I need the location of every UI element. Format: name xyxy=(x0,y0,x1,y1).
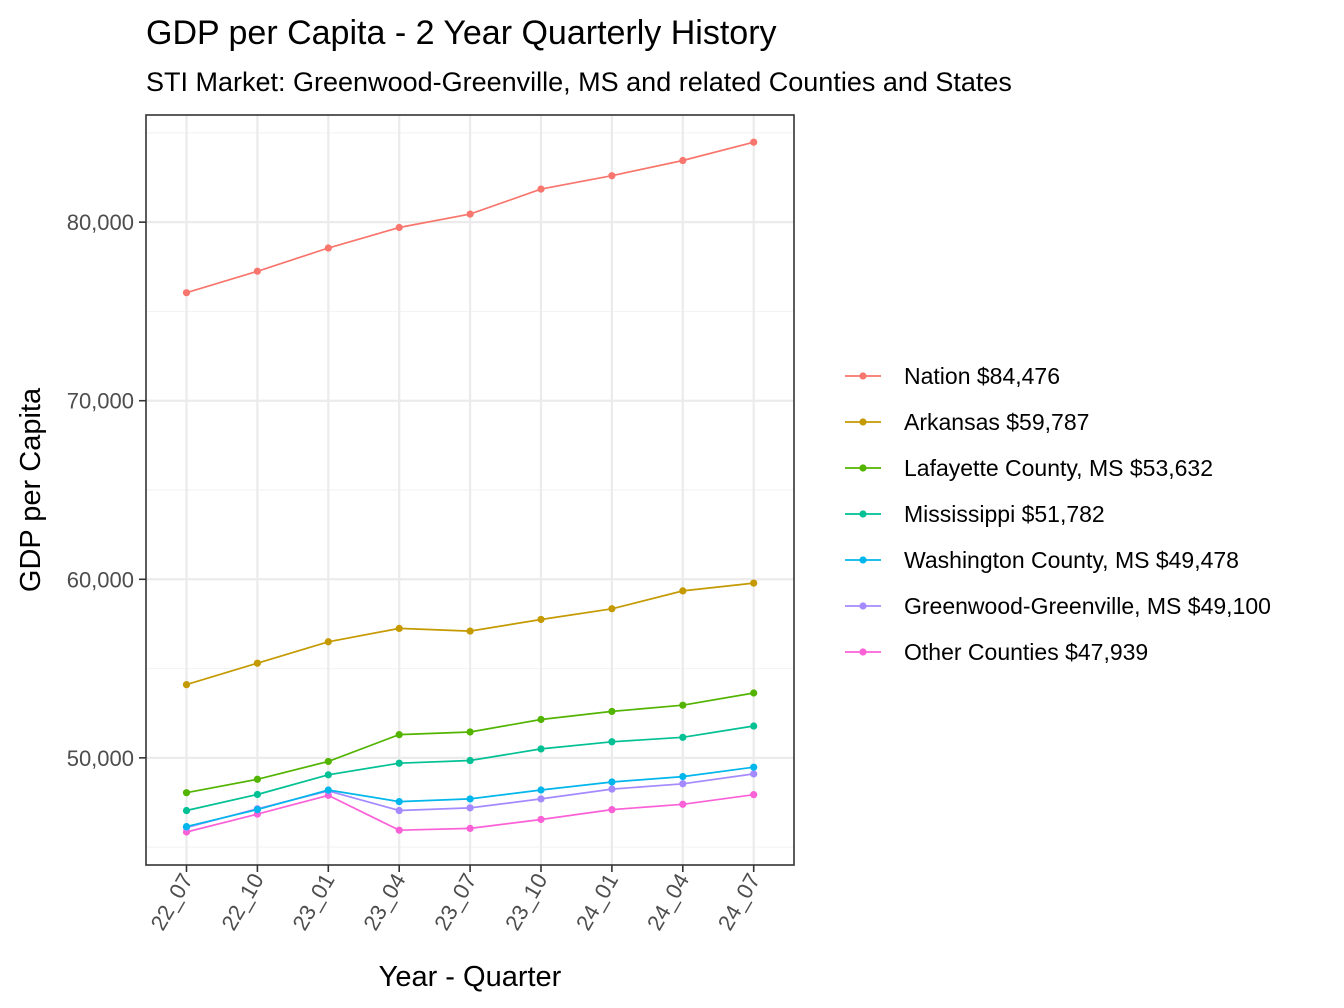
data-point xyxy=(395,223,403,232)
series-group xyxy=(182,579,758,689)
series-group xyxy=(182,138,758,297)
data-point xyxy=(750,791,758,799)
chart-subtitle: STI Market: Greenwood-Greenville, MS and… xyxy=(146,67,1012,97)
data-point xyxy=(182,823,191,831)
series-group xyxy=(182,689,758,797)
y-axis: 50,000 60,000 70,000 80,000 xyxy=(67,210,146,771)
legend-label: Arkansas $59,787 xyxy=(904,409,1089,435)
data-point xyxy=(537,795,545,803)
data-point xyxy=(324,244,332,252)
legend-label: Other Counties $47,939 xyxy=(904,639,1148,665)
data-point xyxy=(324,771,332,779)
legend-key-point xyxy=(859,648,867,656)
data-point xyxy=(608,778,616,786)
data-point xyxy=(253,806,261,814)
y-tick-label: 60,000 xyxy=(67,567,134,592)
legend-item: Arkansas $59,787 xyxy=(845,409,1089,435)
data-point xyxy=(679,733,687,741)
data-point xyxy=(608,172,616,180)
data-point xyxy=(253,790,261,799)
x-axis-label: Year - Quarter xyxy=(379,961,562,993)
legend-key-point xyxy=(859,418,867,426)
series-group xyxy=(182,763,758,831)
legend-key-point xyxy=(859,602,867,610)
legend-label: Mississippi $51,782 xyxy=(904,501,1105,527)
y-tick-label: 70,000 xyxy=(67,389,134,414)
data-point xyxy=(324,786,332,794)
legend-label: Nation $84,476 xyxy=(904,363,1060,389)
data-point xyxy=(466,824,474,832)
legend-item: Nation $84,476 xyxy=(845,363,1060,389)
data-point xyxy=(253,775,261,783)
data-point xyxy=(608,806,616,814)
data-point xyxy=(537,715,545,724)
data-point xyxy=(608,738,616,746)
y-tick-label: 80,000 xyxy=(67,210,134,235)
series-group xyxy=(182,722,758,815)
data-point xyxy=(182,806,191,815)
data-point xyxy=(679,780,687,788)
data-point xyxy=(679,587,687,595)
data-point xyxy=(679,156,687,165)
data-point xyxy=(537,745,545,753)
legend-label: Lafayette County, MS $53,632 xyxy=(904,455,1213,481)
data-point xyxy=(324,757,332,766)
legend-key-point xyxy=(859,464,867,472)
data-point xyxy=(395,826,403,834)
data-point xyxy=(750,689,758,697)
data-point xyxy=(395,798,403,806)
data-point xyxy=(750,579,758,587)
data-point xyxy=(608,605,616,613)
legend-label: Greenwood-Greenville, MS $49,100 xyxy=(904,593,1271,619)
data-point xyxy=(395,806,403,815)
chart-title: GDP per Capita - 2 Year Quarterly Histor… xyxy=(146,14,777,52)
legend-key-point xyxy=(859,556,867,564)
data-point xyxy=(679,701,687,709)
data-point xyxy=(750,138,758,146)
data-point xyxy=(182,289,191,297)
data-point xyxy=(750,722,758,730)
legend: Nation $84,476 Arkansas $59,787 Lafayette … xyxy=(845,363,1271,665)
data-point xyxy=(466,728,474,736)
data-point xyxy=(395,731,403,739)
y-axis-label: GDP per Capita xyxy=(15,387,47,592)
y-tick-label: 50,000 xyxy=(67,746,134,771)
legend-item: Washington County, MS $49,478 xyxy=(845,547,1239,573)
data-point xyxy=(182,789,191,797)
data-point xyxy=(253,267,261,275)
legend-label: Washington County, MS $49,478 xyxy=(904,547,1239,573)
data-point xyxy=(537,786,545,794)
data-point xyxy=(537,615,545,624)
data-point xyxy=(608,707,616,716)
plot-panel xyxy=(145,114,795,866)
legend-item: Other Counties $47,939 xyxy=(845,639,1148,665)
data-point xyxy=(466,627,474,635)
data-point xyxy=(750,763,758,771)
legend-item: Mississippi $51,782 xyxy=(845,501,1105,527)
data-point xyxy=(750,770,758,778)
data-point xyxy=(537,185,545,193)
legend-item: Greenwood-Greenville, MS $49,100 xyxy=(845,593,1271,619)
series-layer xyxy=(182,138,758,836)
data-point xyxy=(466,756,474,765)
legend-key-point xyxy=(859,372,867,380)
data-point xyxy=(679,800,687,808)
data-point xyxy=(253,659,261,667)
data-point xyxy=(679,773,687,781)
data-point xyxy=(466,210,474,218)
legend-item: Lafayette County, MS $53,632 xyxy=(845,455,1213,481)
data-point xyxy=(466,795,474,803)
data-point xyxy=(395,624,403,632)
legend-key-point xyxy=(859,510,867,518)
data-point xyxy=(395,759,403,767)
data-point xyxy=(182,681,191,689)
data-point xyxy=(608,785,616,793)
data-point xyxy=(324,638,332,646)
data-point xyxy=(466,804,474,812)
data-point xyxy=(537,815,545,824)
